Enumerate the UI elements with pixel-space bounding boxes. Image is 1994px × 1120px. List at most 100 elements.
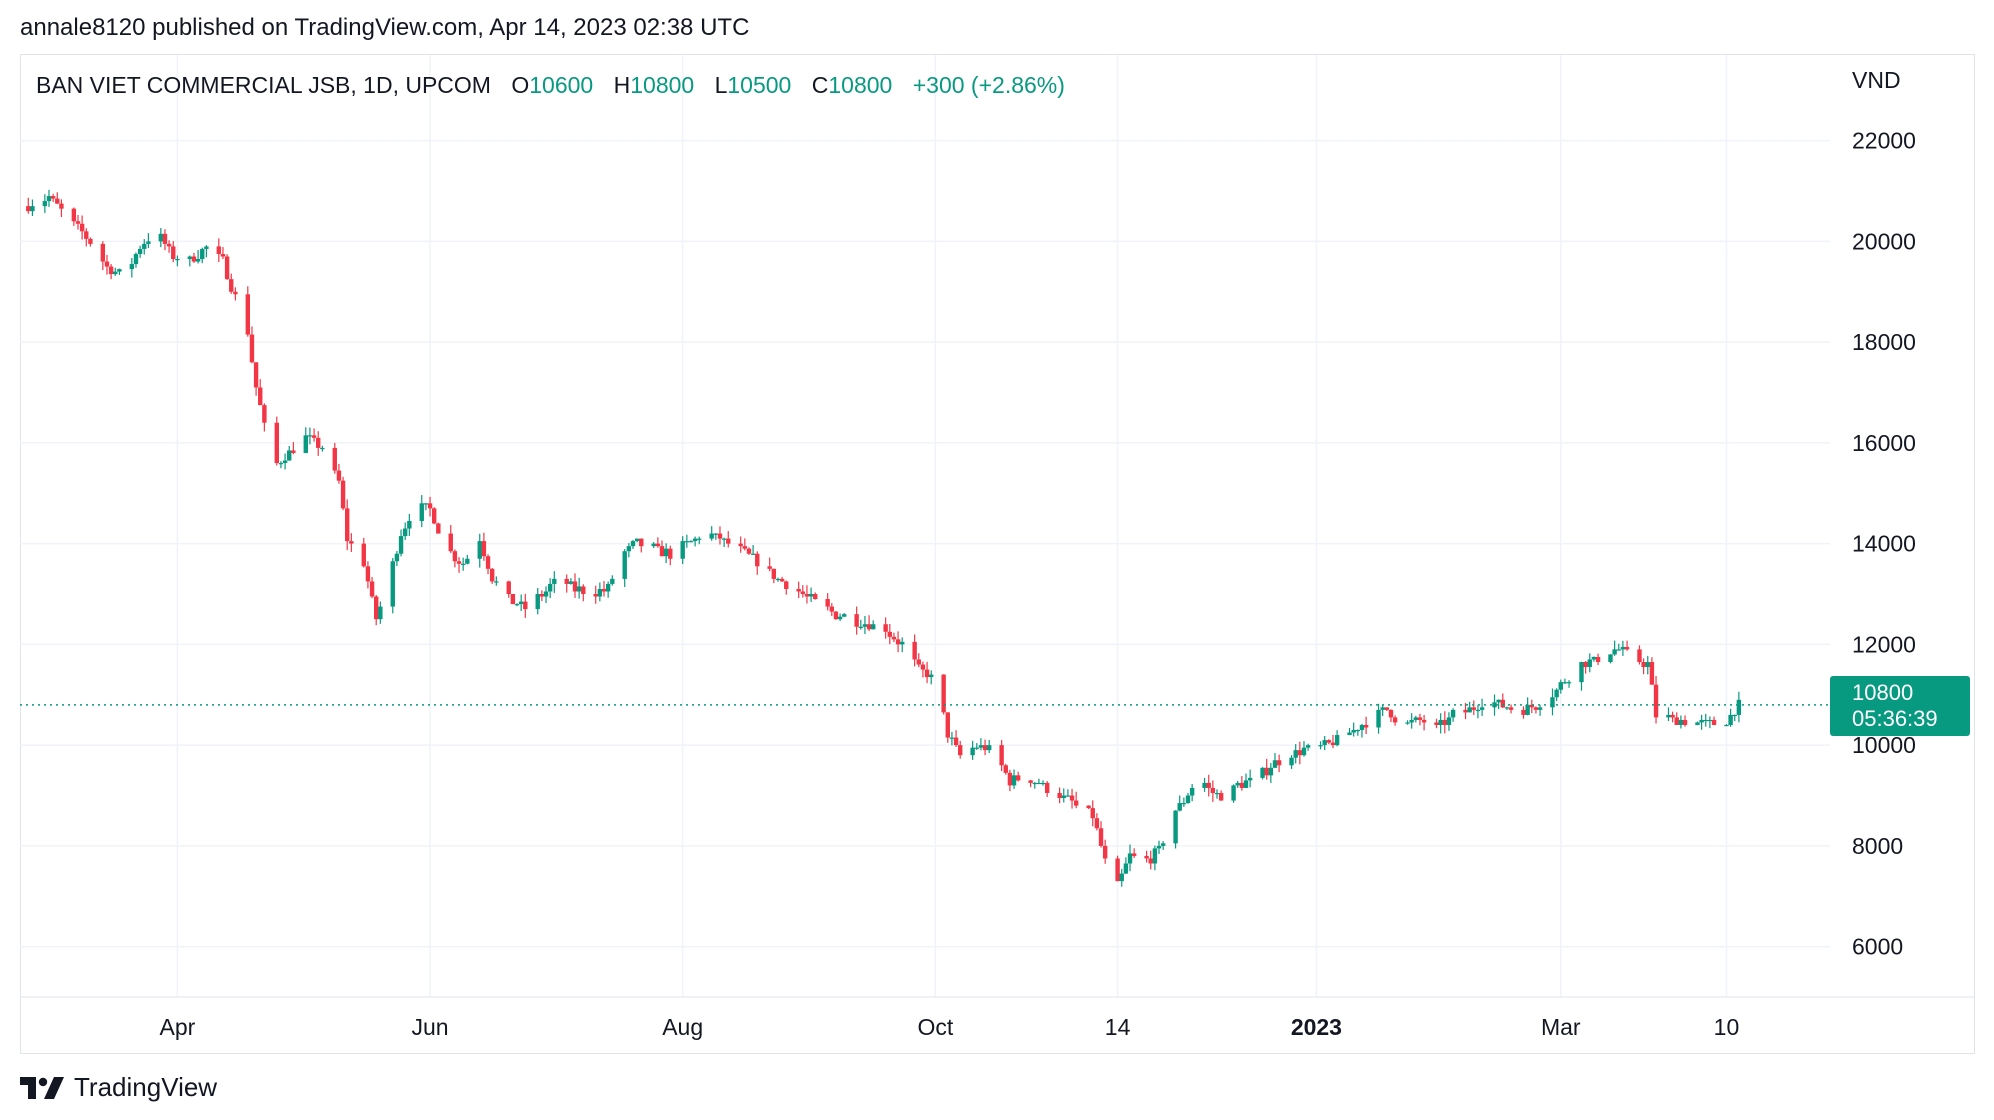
candle-55 — [345, 499, 350, 551]
candle-113 — [684, 534, 690, 548]
candle-117 — [709, 526, 714, 541]
candle-212 — [1260, 767, 1265, 780]
price-axis-label-5: 16000 — [1852, 430, 1916, 456]
tradingview-brand[interactable]: TradingView — [20, 1072, 217, 1103]
candle-222 — [1318, 741, 1323, 750]
candle-10 — [84, 228, 89, 247]
candle-194 — [1152, 845, 1158, 871]
candle-207 — [1231, 784, 1236, 803]
candle-229 — [1355, 729, 1361, 736]
candle-15 — [113, 267, 118, 276]
time-axis[interactable]: Apr Jun Aug Oct 14 2023 Mar 10 — [159, 1014, 1739, 1040]
candle-82 — [506, 580, 511, 598]
candle-70 — [431, 507, 437, 525]
candle-87 — [535, 588, 540, 615]
candle-101 — [610, 575, 615, 586]
candle-67 — [419, 495, 424, 528]
chart-frame[interactable] — [20, 54, 1975, 1054]
candle-114 — [688, 540, 694, 543]
candle-172 — [1028, 779, 1033, 788]
candle-272 — [1608, 654, 1613, 664]
candle-109 — [659, 540, 665, 557]
candle-26 — [175, 255, 180, 267]
candle-275 — [1620, 640, 1626, 656]
candle-130 — [779, 576, 785, 582]
candle-161 — [958, 740, 963, 759]
candle-44 — [282, 453, 288, 470]
candle-291 — [1711, 716, 1717, 726]
candle-234 — [1384, 707, 1390, 711]
candle-38 — [249, 326, 255, 364]
candle-218 — [1293, 744, 1298, 764]
candle-158 — [945, 712, 950, 743]
candle-68 — [423, 503, 429, 511]
last-price-tag: 10800 05:36:39 — [1830, 676, 1970, 736]
candle-63 — [394, 550, 400, 567]
candle-276 — [1624, 640, 1630, 651]
brand-name: TradingView — [74, 1072, 218, 1102]
candle-225 — [1330, 735, 1336, 749]
candle-52 — [332, 442, 337, 474]
candle-140 — [837, 613, 843, 622]
candle-167 — [999, 739, 1004, 772]
candle-36 — [233, 287, 238, 301]
candle-221 — [1305, 743, 1311, 751]
candle-227 — [1347, 727, 1352, 736]
candle-173 — [1032, 782, 1037, 789]
candle-27 — [187, 255, 193, 267]
candle-294 — [1732, 714, 1737, 722]
time-axis-label-3: Oct — [917, 1014, 953, 1040]
candle-31 — [204, 245, 209, 258]
candle-24 — [166, 240, 172, 253]
candle-62 — [390, 557, 395, 614]
candle-170 — [1011, 769, 1017, 789]
candle-171 — [1015, 771, 1021, 782]
candle-2 — [42, 194, 48, 213]
candle-77 — [477, 533, 482, 568]
candle-49 — [311, 428, 317, 442]
candle-79 — [485, 554, 491, 575]
candle-176 — [1044, 781, 1050, 797]
candle-202 — [1202, 777, 1207, 792]
candle-3 — [46, 189, 52, 207]
candle-256 — [1508, 704, 1514, 714]
time-axis-label-7: 10 — [1714, 1014, 1740, 1040]
candle-42 — [274, 416, 279, 466]
grid-lines — [20, 55, 1830, 997]
price-axis-label-4: 14000 — [1852, 531, 1916, 557]
candle-295 — [1736, 691, 1742, 723]
candle-88 — [539, 590, 545, 602]
candle-43 — [278, 461, 284, 469]
candle-283 — [1670, 711, 1675, 723]
candle-246 — [1450, 708, 1456, 722]
price-axis[interactable]: 6000 8000 10000 12000 14000 16000 18000 20000 22… — [1852, 128, 1916, 960]
candle-293 — [1728, 708, 1733, 727]
close-value: 10800 — [828, 72, 893, 98]
candle-5 — [55, 192, 60, 205]
candle-224 — [1326, 739, 1332, 745]
candle-124 — [746, 547, 752, 555]
candle-74 — [456, 557, 462, 573]
candle-262 — [1550, 688, 1555, 716]
candle-22 — [158, 228, 164, 248]
candle-269 — [1587, 653, 1592, 673]
candle-95 — [576, 577, 582, 599]
candle-216 — [1276, 754, 1282, 773]
candle-203 — [1206, 774, 1211, 797]
candle-281 — [1653, 675, 1659, 724]
candle-165 — [982, 739, 988, 756]
candle-104 — [630, 540, 636, 549]
candle-30 — [200, 247, 205, 264]
candle-159 — [949, 731, 955, 746]
candle-235 — [1388, 709, 1394, 723]
candle-157 — [941, 674, 946, 715]
candle-263 — [1554, 688, 1559, 702]
candle-111 — [668, 545, 673, 566]
last-price-value: 10800 — [1852, 680, 1914, 705]
close-label: C — [811, 72, 829, 98]
candle-267 — [1579, 661, 1584, 691]
candle-228 — [1351, 722, 1356, 737]
candle-86 — [523, 593, 528, 618]
candle-23 — [162, 229, 168, 251]
